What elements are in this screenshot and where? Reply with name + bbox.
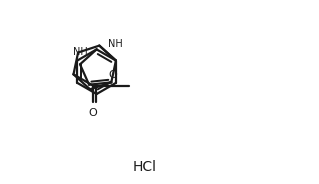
Text: NH: NH bbox=[108, 39, 122, 49]
Text: O: O bbox=[88, 108, 97, 118]
Text: NH: NH bbox=[73, 47, 87, 57]
Text: O: O bbox=[108, 70, 117, 80]
Text: HCl: HCl bbox=[132, 160, 156, 174]
